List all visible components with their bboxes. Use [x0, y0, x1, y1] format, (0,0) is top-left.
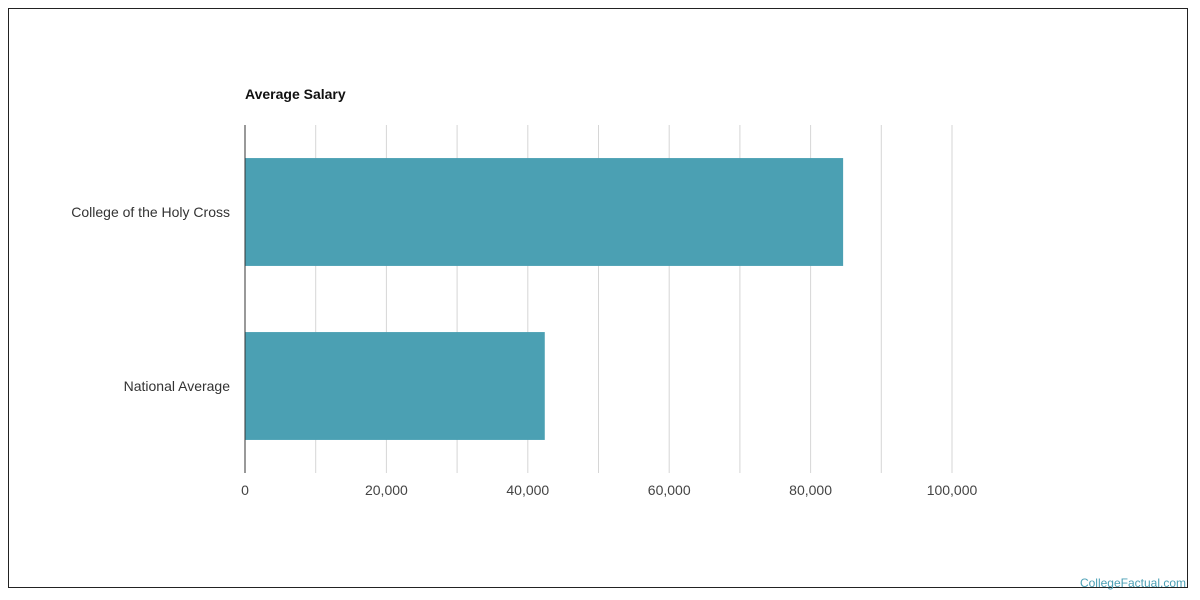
x-tick-label: 100,000 — [927, 482, 978, 498]
bar-1[interactable] — [245, 332, 545, 440]
x-tick-label: 60,000 — [648, 482, 691, 498]
brand-link[interactable]: CollegeFactual.com — [1079, 576, 1186, 590]
category-label: National Average — [124, 378, 231, 394]
x-tick-label: 40,000 — [506, 482, 549, 498]
bars — [245, 158, 844, 440]
x-tick-label: 0 — [241, 482, 249, 498]
chart-title: Average Salary — [245, 86, 346, 102]
x-tick-labels: 0 20,000 40,000 60,000 80,000 100,000 — [241, 482, 977, 498]
x-tick-label: 80,000 — [789, 482, 832, 498]
bar-0[interactable] — [245, 158, 844, 266]
x-tick-label: 20,000 — [365, 482, 408, 498]
category-labels: College of the Holy Cross National Averag… — [71, 204, 230, 394]
category-label: College of the Holy Cross — [71, 204, 230, 220]
